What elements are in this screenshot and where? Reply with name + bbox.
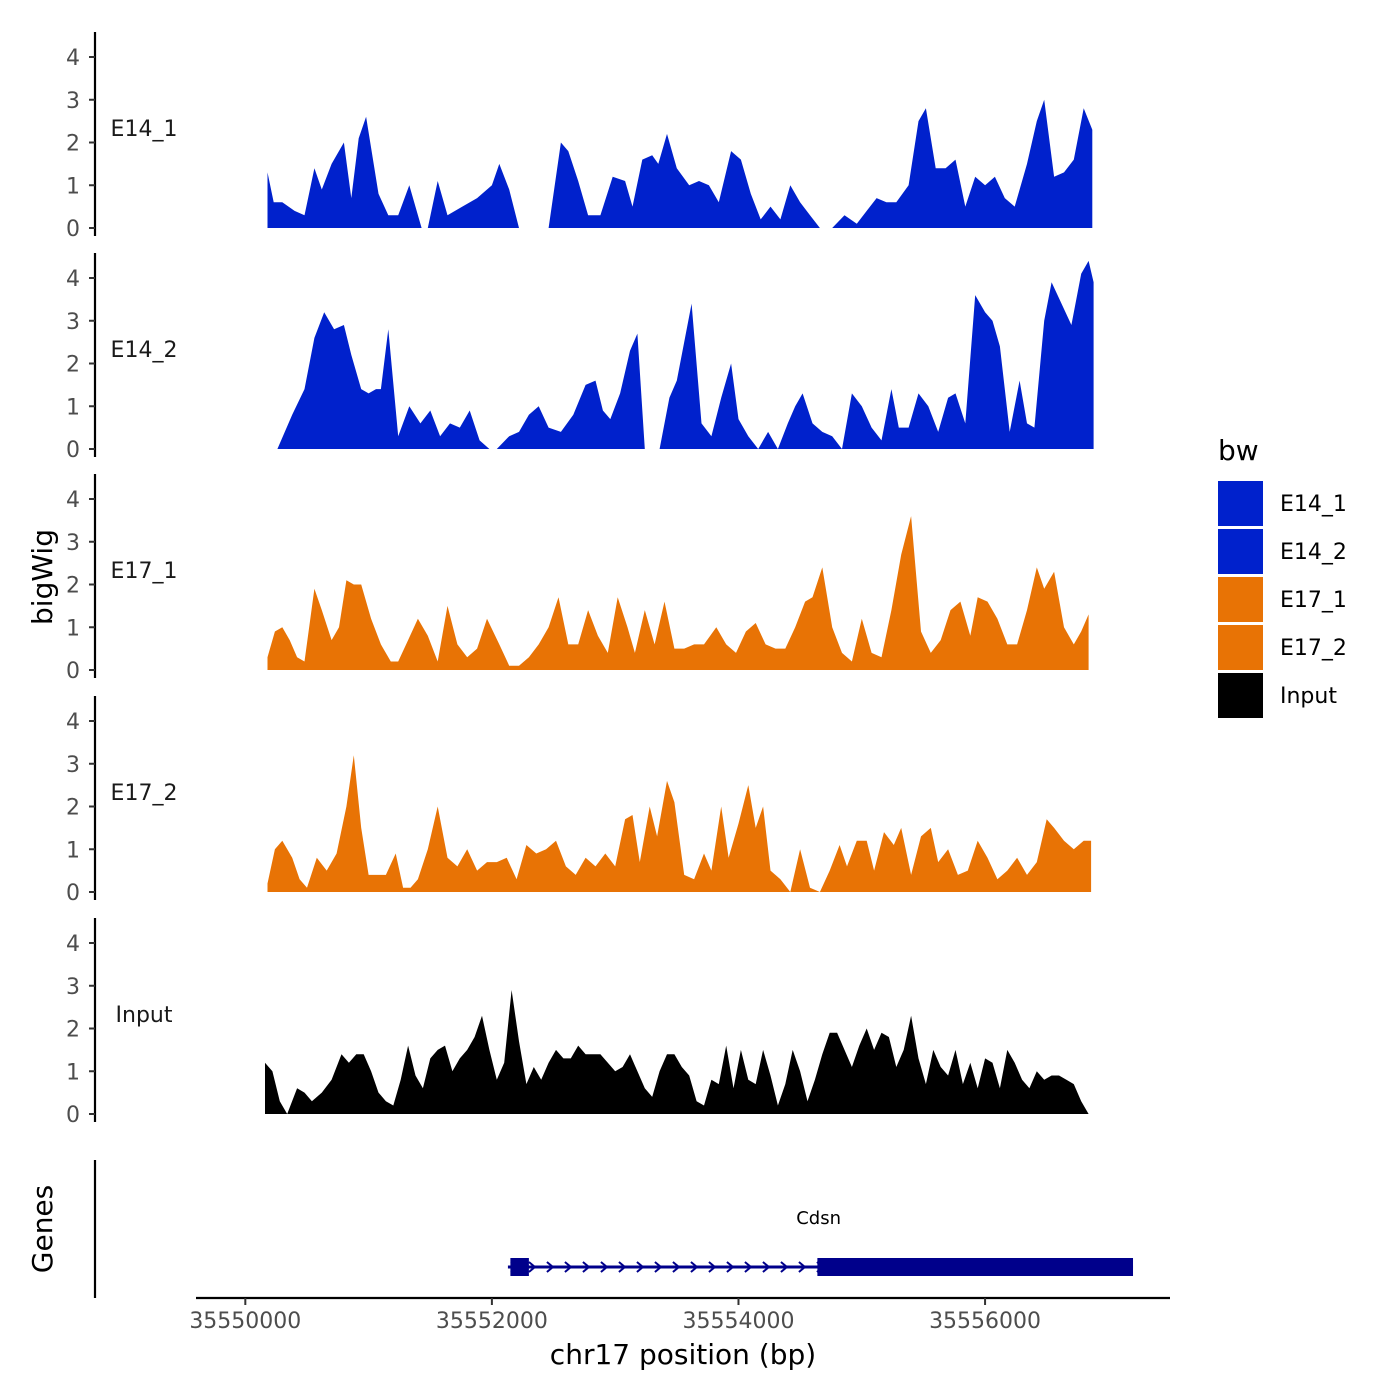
strand-arrow bbox=[600, 1261, 609, 1273]
y-axis-title: bigWig bbox=[26, 529, 59, 625]
y-tick-label: 3 bbox=[66, 531, 80, 556]
track-label: E17_1 bbox=[111, 559, 178, 584]
y-tick-label: 1 bbox=[66, 174, 80, 199]
legend: bw E14_1 E14_2 E17_1 E17_2 Input bbox=[1218, 434, 1347, 718]
y-tick-label: 2 bbox=[66, 353, 80, 378]
y-tick-label: 4 bbox=[66, 46, 80, 71]
track-label: E17_2 bbox=[111, 781, 178, 806]
x-axis-title: chr17 position (bp) bbox=[550, 1338, 816, 1371]
track-area-E17_2 bbox=[267, 755, 1092, 892]
y-tick-label: 2 bbox=[66, 132, 80, 157]
y-tick-label: 3 bbox=[66, 310, 80, 335]
legend-swatch-E17_2 bbox=[1218, 625, 1263, 670]
strand-arrow bbox=[798, 1261, 807, 1273]
y-tick-label: 0 bbox=[66, 438, 80, 463]
y-tick-label: 1 bbox=[66, 838, 80, 863]
gene-Cdsn: Cdsn bbox=[507, 1208, 1134, 1276]
gene-track: Genes Cdsn bbox=[26, 1160, 1134, 1298]
legend-swatch-E17_1 bbox=[1218, 577, 1263, 622]
legend-label-E14_2: E14_2 bbox=[1280, 540, 1347, 565]
x-tick-label: 35554000 bbox=[682, 1309, 794, 1334]
strand-arrow bbox=[690, 1261, 699, 1273]
y-tick-label: 0 bbox=[66, 659, 80, 684]
legend-label-Input: Input bbox=[1280, 684, 1337, 709]
x-tick-label: 35550000 bbox=[189, 1309, 301, 1334]
x-tick-label: 35556000 bbox=[929, 1309, 1041, 1334]
x-axis: 35550000 35552000 35554000 35556000 bbox=[189, 1296, 1170, 1334]
y-tick-label: 4 bbox=[66, 488, 80, 513]
strand-arrow bbox=[654, 1261, 663, 1273]
strand-arrow bbox=[780, 1261, 789, 1273]
strand-arrow bbox=[582, 1261, 591, 1273]
track-label: E14_2 bbox=[111, 338, 178, 363]
y-tick-label: 2 bbox=[66, 574, 80, 599]
track-panels: 0 1 2 3 4 E14_1 0 1 2 3 4 E14_2 0 1 2 3 4 E17_1 0 1 2 3 4 E17_2… bbox=[66, 32, 1094, 1128]
y-tick-label: 3 bbox=[66, 89, 80, 114]
strand-arrow bbox=[546, 1261, 555, 1273]
strand-arrow bbox=[726, 1261, 735, 1273]
y-tick-label: 4 bbox=[66, 710, 80, 735]
y-tick-label: 2 bbox=[66, 796, 80, 821]
y-tick-label: 1 bbox=[66, 616, 80, 641]
gene-exon bbox=[817, 1258, 1134, 1276]
y-tick-label: 0 bbox=[66, 1103, 80, 1128]
track-Input: 0 1 2 3 4 Input bbox=[66, 918, 1089, 1128]
legend-swatch-E14_1 bbox=[1218, 481, 1263, 526]
y-tick-label: 4 bbox=[66, 932, 80, 957]
y-tick-label: 2 bbox=[66, 1018, 80, 1043]
track-E17_1: 0 1 2 3 4 E17_1 bbox=[66, 474, 1089, 684]
track-area-E14_1 bbox=[267, 99, 1093, 228]
legend-swatch-E14_2 bbox=[1218, 529, 1263, 574]
gene-name-label: Cdsn bbox=[796, 1208, 841, 1229]
y-tick-label: 4 bbox=[66, 267, 80, 292]
strand-arrow bbox=[744, 1261, 753, 1273]
legend-label-E17_1: E17_1 bbox=[1280, 588, 1347, 613]
strand-arrow bbox=[636, 1261, 645, 1273]
gene-exon bbox=[510, 1258, 529, 1276]
strand-arrow bbox=[762, 1261, 771, 1273]
strand-arrow bbox=[618, 1261, 627, 1273]
gene-track-title: Genes bbox=[26, 1185, 59, 1273]
legend-label-E14_1: E14_1 bbox=[1280, 492, 1347, 517]
track-E14_2: 0 1 2 3 4 E14_2 bbox=[66, 253, 1094, 463]
track-area-E17_1 bbox=[267, 516, 1089, 670]
y-tick-label: 0 bbox=[66, 881, 80, 906]
y-tick-label: 3 bbox=[66, 975, 80, 1000]
y-tick-label: 1 bbox=[66, 395, 80, 420]
track-area-Input bbox=[265, 990, 1089, 1114]
strand-arrow bbox=[672, 1261, 681, 1273]
track-E14_1: 0 1 2 3 4 E14_1 bbox=[66, 32, 1093, 242]
strand-arrow bbox=[564, 1261, 573, 1273]
x-tick-label: 35552000 bbox=[436, 1309, 548, 1334]
y-tick-label: 3 bbox=[66, 753, 80, 778]
y-tick-label: 0 bbox=[66, 217, 80, 242]
strand-arrow bbox=[528, 1261, 537, 1273]
y-tick-label: 1 bbox=[66, 1060, 80, 1085]
track-area-E14_2 bbox=[267, 260, 1094, 449]
legend-label-E17_2: E17_2 bbox=[1280, 636, 1347, 661]
legend-title: bw bbox=[1218, 434, 1259, 467]
track-label: Input bbox=[116, 1003, 173, 1028]
track-label: E14_1 bbox=[111, 117, 178, 142]
track-E17_2: 0 1 2 3 4 E17_2 bbox=[66, 696, 1092, 906]
legend-swatch-Input bbox=[1218, 673, 1263, 718]
strand-arrow bbox=[708, 1261, 717, 1273]
